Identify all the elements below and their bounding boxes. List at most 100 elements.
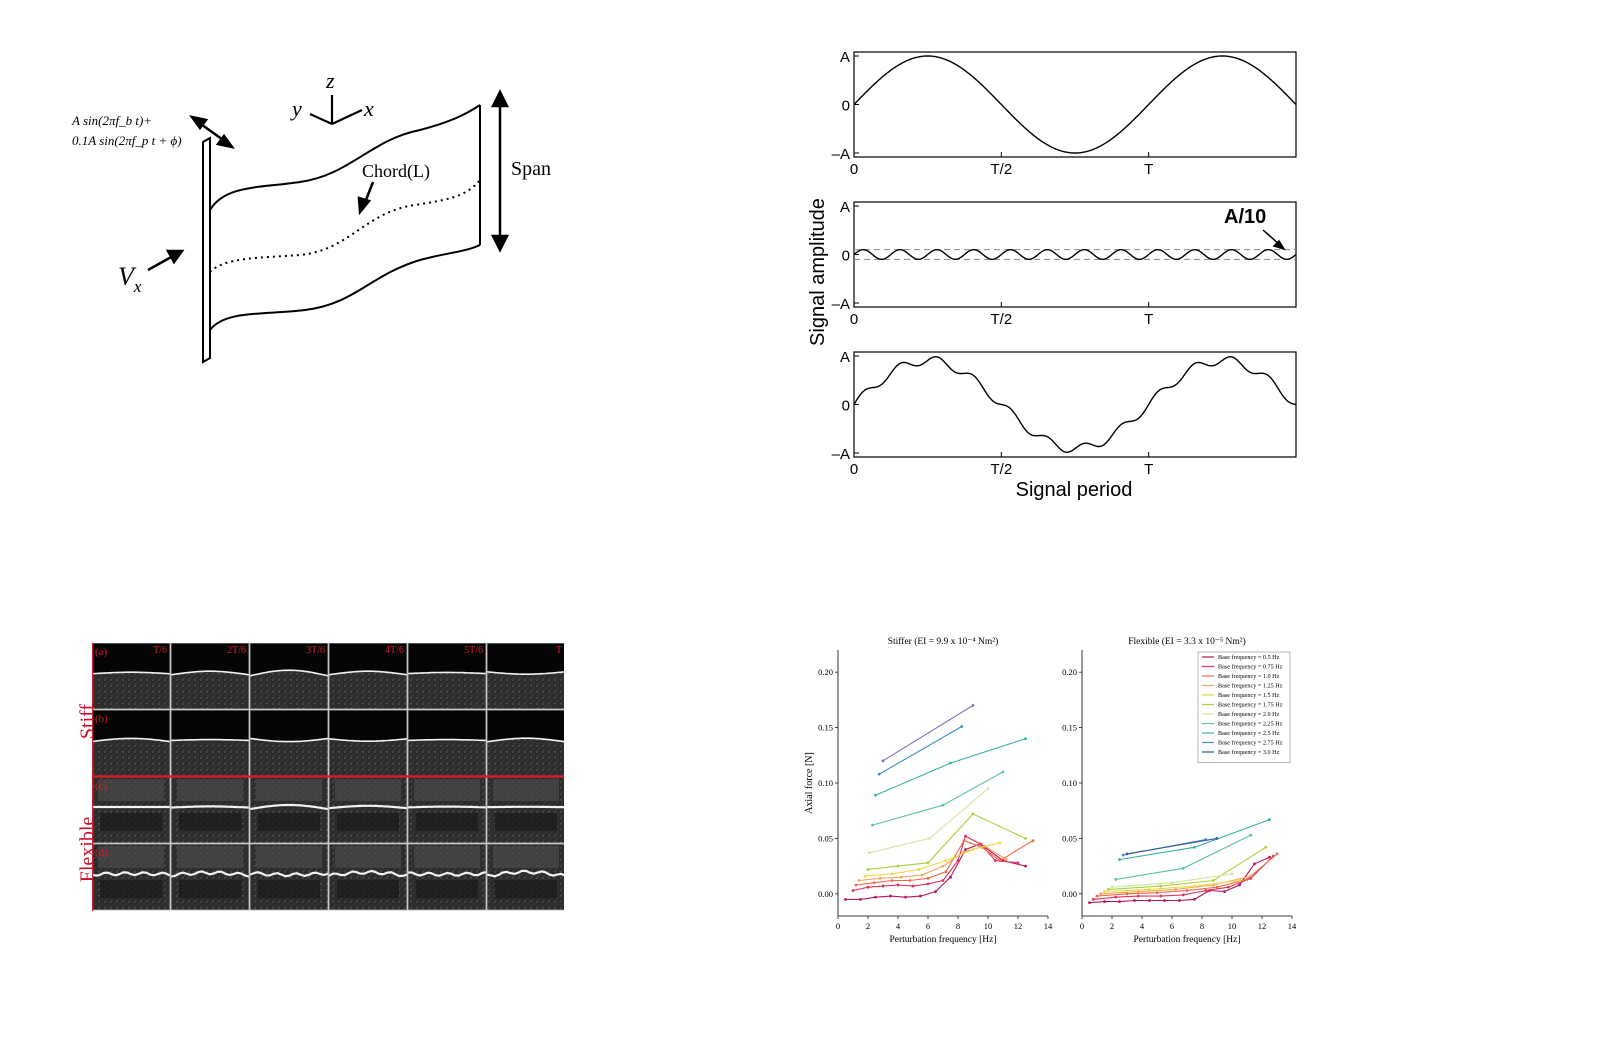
plate-edge-line — [407, 805, 487, 809]
signal-axes-frame — [853, 51, 1297, 158]
series-2 — [851, 834, 1020, 892]
y-tick-label: 0.10 — [818, 778, 833, 788]
x-tick-label: 0 — [836, 921, 840, 931]
y-axis-label: Axial force [N] — [804, 752, 815, 814]
x-tick-label: 8 — [1200, 921, 1204, 931]
frame-cell: 4T/6 — [328, 643, 408, 710]
frame-cell: 5T/6 — [407, 643, 487, 710]
frame-cell — [407, 776, 487, 844]
data-point — [871, 823, 874, 827]
data-point — [960, 725, 964, 728]
data-point — [964, 834, 967, 838]
legend-entry: Base frequency = 1.25 Hz — [1218, 683, 1283, 690]
flexible-plate-outline — [209, 104, 481, 331]
data-point — [994, 859, 997, 862]
signal-curve-base — [853, 55, 1297, 154]
frame-grid-panel: Stiff Flexible T/6 (a) 2T/6 3T/6 4T/6 5T/6 T (b… — [64, 640, 584, 930]
series-line — [1119, 819, 1270, 861]
data-point — [934, 890, 937, 894]
chart-legend: Base frequency = 0.5 Hz Base frequency = … — [1197, 651, 1291, 763]
series-line — [872, 771, 1004, 826]
frame-cell: T — [486, 643, 564, 710]
plate-edge-line — [92, 671, 171, 675]
frame-cell — [486, 709, 564, 777]
frame-time-label: 5T/6 — [464, 645, 483, 656]
forcing-expression-line2: 0.1A sin(2πf_p t + ϕ) — [72, 133, 182, 148]
data-point — [971, 812, 975, 816]
data-point — [1110, 885, 1114, 889]
chart-title: Stiffer (EI = 9.9 x 10⁻⁴ Nm²) — [888, 636, 999, 647]
data-point — [1230, 872, 1234, 876]
series-line — [882, 704, 974, 762]
signal-x-tick-label: T/2 — [990, 311, 1012, 328]
axis-x-label: x — [363, 96, 374, 121]
signal-x-tick-label: T/2 — [990, 461, 1012, 478]
data-point — [1215, 885, 1219, 889]
series-3 — [1095, 852, 1279, 898]
data-point — [863, 874, 867, 878]
plate-edge-line — [328, 738, 408, 742]
data-point — [1118, 900, 1121, 903]
data-point — [944, 859, 948, 862]
data-point — [1211, 879, 1215, 882]
data-point — [986, 787, 990, 790]
series-6 — [866, 812, 1027, 871]
x-tick-label: 6 — [1170, 921, 1174, 931]
data-point — [1181, 893, 1185, 897]
frame-time-label: 3T/6 — [306, 645, 325, 656]
data-point — [941, 864, 945, 868]
data-point — [1193, 884, 1196, 888]
data-point — [1264, 845, 1268, 849]
flexible-force-chart: Flexible (EI = 3.3 x 10⁻⁵ Nm²) 0 2 4 6 8 10 12 1… — [1062, 636, 1297, 945]
series-line — [1104, 879, 1240, 893]
x-axis-label: Perturbation frequency [Hz] — [889, 934, 996, 945]
series-line — [858, 845, 1007, 882]
plate-edge-line — [328, 804, 408, 810]
data-point — [1125, 892, 1129, 896]
data-point — [1226, 885, 1230, 889]
series-1 — [1088, 855, 1271, 905]
data-point — [896, 883, 900, 887]
y-tick-label: 0.20 — [1062, 667, 1077, 677]
data-point — [1163, 899, 1166, 902]
data-point — [1148, 888, 1151, 891]
data-point — [1121, 853, 1125, 857]
data-point — [926, 876, 930, 880]
series-6 — [1106, 845, 1268, 891]
signal-panel-1: A0–A0 T/2 T — [832, 49, 1297, 178]
plate-edge-line — [170, 738, 250, 742]
leading-edge-rod — [202, 136, 211, 364]
data-point — [956, 859, 960, 862]
data-point — [1223, 890, 1226, 894]
data-point — [1016, 861, 1020, 865]
legend-entry: Base frequency = 0.5 Hz — [1218, 654, 1280, 661]
data-point — [1174, 888, 1178, 891]
data-point — [1125, 852, 1129, 856]
data-point — [881, 884, 885, 888]
series-9 — [1118, 818, 1271, 861]
data-point — [1148, 899, 1151, 902]
series-10 — [877, 725, 964, 776]
data-point — [1185, 889, 1189, 892]
frame-row-label: (d) — [95, 847, 108, 859]
data-point — [866, 885, 870, 889]
signal-y-tick-label: 0 — [842, 398, 850, 415]
plate-edge-line — [486, 869, 564, 878]
legend-entry: Base frequency = 1.5 Hz — [1218, 692, 1280, 699]
data-point — [941, 879, 945, 882]
forcing-arrow-icon — [189, 115, 235, 149]
data-point — [1155, 891, 1159, 895]
series-5 — [1103, 879, 1241, 894]
frame-cell — [486, 776, 564, 844]
data-point — [872, 881, 876, 885]
data-point — [1088, 901, 1091, 905]
frame-grid: T/6 (a) 2T/6 3T/6 4T/6 5T/6 T (b) (c) (d) — [92, 643, 564, 911]
series-11 — [881, 704, 975, 763]
signal-axes-frame — [853, 351, 1297, 458]
frame-cell — [170, 709, 250, 777]
frame-cell — [249, 843, 329, 911]
frame-cell — [328, 709, 408, 777]
data-point — [1178, 899, 1181, 902]
signal-panel-2: A0–A0 T/2 T — [832, 199, 1297, 328]
axis-z-label: z — [325, 68, 335, 93]
